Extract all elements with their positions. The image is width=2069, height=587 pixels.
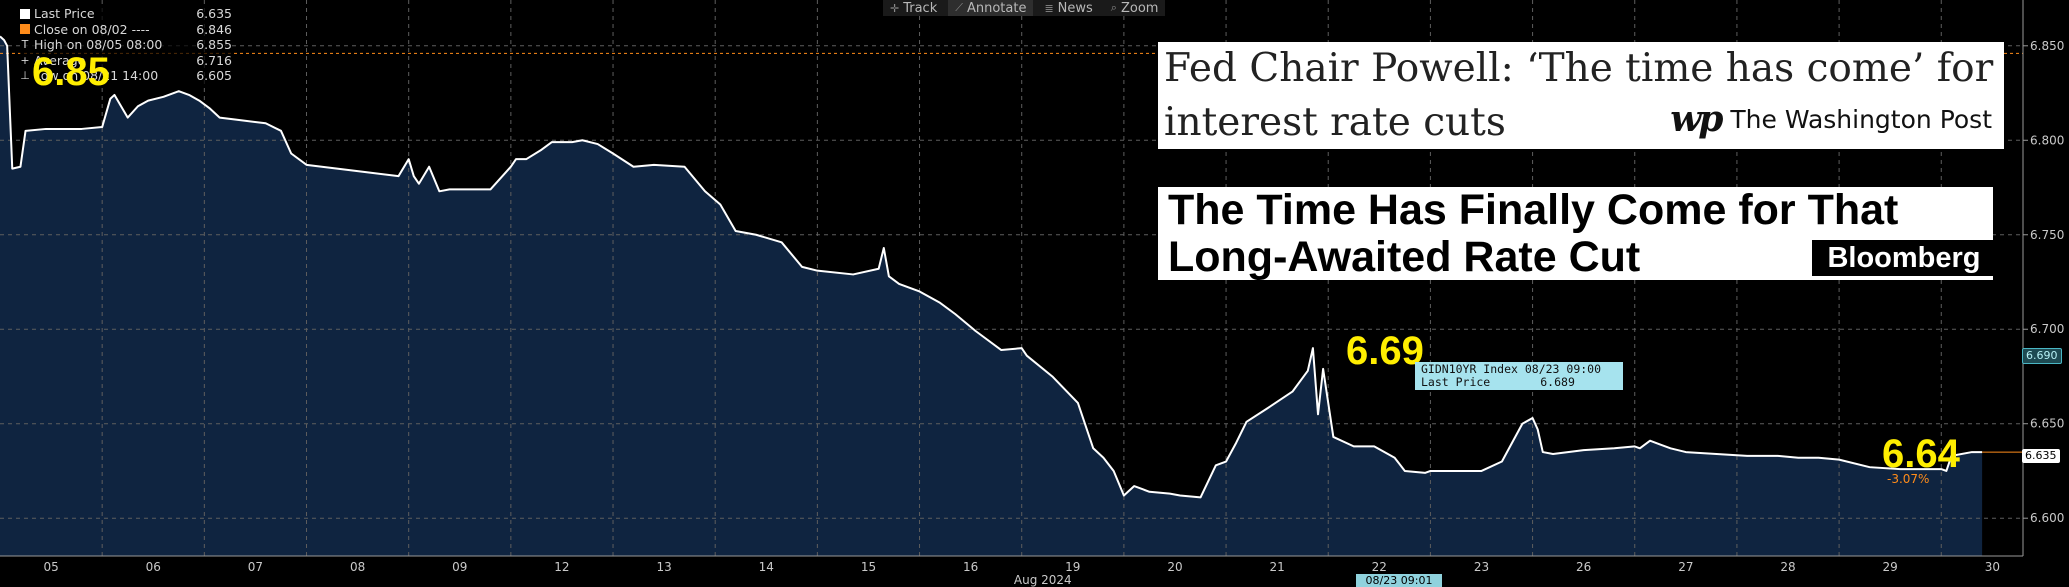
price-area-fill xyxy=(0,36,1983,556)
legend-label: High on 08/05 08:00 xyxy=(34,37,163,52)
x-tick-label: 08 xyxy=(350,560,365,574)
news-icon: ≣ xyxy=(1044,1,1054,15)
legend-row-low[interactable]: ⊥ Low on 08/21 14:00 6.605 xyxy=(20,68,232,84)
high-marker-icon: T xyxy=(21,38,29,51)
x-tick-label: 16 xyxy=(963,560,978,574)
x-tick-label: 26 xyxy=(1576,560,1591,574)
wapo-source: The Washington Post xyxy=(1730,104,1992,134)
change-percent: -3.07% xyxy=(1887,472,1930,486)
x-tick-label: 28 xyxy=(1780,560,1795,574)
x-tick-label: 15 xyxy=(861,560,876,574)
x-tick-label: 30 xyxy=(1985,560,2000,574)
bloomberg-source: Bloomberg xyxy=(1812,240,1996,276)
pencil-icon: ⟋ xyxy=(955,1,963,14)
callout-peak: 6.69 xyxy=(1346,329,1424,373)
track-button[interactable]: ✛ Track xyxy=(883,0,944,16)
y-tick-label: 6.700 xyxy=(2030,322,2064,336)
legend-row-last-price[interactable]: Last Price 6.635 xyxy=(20,6,232,22)
washington-post-headline: Fed Chair Powell: ‘The time has come’ fo… xyxy=(1158,42,2004,149)
legend-value: 6.716 xyxy=(196,52,232,68)
y-tick-label: 6.650 xyxy=(2030,417,2064,431)
legend-value: 6.605 xyxy=(196,68,232,83)
x-tick-label: 05 xyxy=(43,560,58,574)
zoom-button[interactable]: ⌕ Zoom xyxy=(1104,0,1166,16)
legend-value: 6.846 xyxy=(196,21,232,37)
wapo-headline-text: Fed Chair Powell: ‘The time has come’ fo… xyxy=(1164,46,1994,145)
y-tick-label: 6.750 xyxy=(2030,228,2064,242)
x-axis-month-label: Aug 2024 xyxy=(1014,573,1072,587)
annotate-label: Annotate xyxy=(966,0,1027,16)
x-tick-label: 20 xyxy=(1167,560,1182,574)
callout-start: 6.85 xyxy=(32,50,110,94)
price-line xyxy=(0,35,1983,499)
x-tick-label: 27 xyxy=(1678,560,1693,574)
tooltip-title: GIDN10YR Index 08/23 09:00 xyxy=(1421,362,1602,376)
x-tick-label: 29 xyxy=(1883,560,1898,574)
callout-end: 6.64 xyxy=(1882,432,1960,476)
hover-tooltip: GIDN10YR Index 08/23 09:00 Last Price 6.… xyxy=(1415,362,1623,390)
legend-row-close[interactable]: Close on 08/02 ---- 6.846 xyxy=(20,22,232,38)
legend-swatch-close xyxy=(20,24,30,35)
x-tick-label: 14 xyxy=(759,560,774,574)
track-label: Track xyxy=(903,0,938,16)
zoom-label: Zoom xyxy=(1120,0,1159,16)
legend-row-average[interactable]: + Average 6.716 xyxy=(20,53,232,69)
legend-label: Average xyxy=(34,52,86,68)
wapo-logo-icon: wp xyxy=(1670,98,1723,140)
legend-label: Low on 08/21 14:00 xyxy=(34,68,159,83)
news-label: News xyxy=(1057,0,1093,16)
bloomberg-headline-text: The Time Has Finally Come for That Long-… xyxy=(1168,186,1899,281)
chart-legend: Last Price 6.635 Close on 08/02 ---- 6.8… xyxy=(20,6,232,84)
x-tick-label: 23 xyxy=(1474,560,1489,574)
x-tick-label: 21 xyxy=(1270,560,1285,574)
annotate-button[interactable]: ⟋ Annotate xyxy=(948,0,1034,16)
legend-row-high[interactable]: T High on 08/05 08:00 6.855 xyxy=(20,37,232,53)
chart-toolbar: ✛ Track ⟋ Annotate ≣ News ⌕ Zoom xyxy=(883,0,1166,16)
magnifier-icon: ⌕ xyxy=(1110,1,1117,14)
x-tick-label: 09 xyxy=(452,560,467,574)
last-price-tag: 6.635 xyxy=(2022,449,2060,463)
x-tick-label: 19 xyxy=(1065,560,1080,574)
x-tick-label: 12 xyxy=(554,560,569,574)
crosshair-date-flag: 08/23 09:01 xyxy=(1356,574,1442,587)
legend-value: 6.855 xyxy=(196,37,232,52)
legend-label: Last Price xyxy=(34,6,95,21)
crosshair-icon: ✛ xyxy=(890,1,900,15)
x-tick-label: 06 xyxy=(146,560,161,574)
legend-label: Close on 08/02 ---- xyxy=(34,21,150,37)
legend-swatch-last-price xyxy=(20,8,30,19)
tooltip-label: Last Price xyxy=(1421,375,1491,389)
average-marker-icon: + xyxy=(20,53,30,67)
x-tick-label: 22 xyxy=(1372,560,1387,574)
news-button[interactable]: ≣ News xyxy=(1037,0,1099,16)
y-tick-label: 6.600 xyxy=(2030,511,2064,525)
y-tick-label: 6.850 xyxy=(2030,39,2064,53)
legend-value: 6.635 xyxy=(196,6,232,21)
tooltip-value: 6.689 xyxy=(1540,375,1575,389)
wapo-brand: wp The Washington Post xyxy=(1670,98,1992,140)
low-marker-icon: ⊥ xyxy=(20,69,30,82)
crosshair-price-tag: 6.690 xyxy=(2022,348,2062,364)
x-tick-label: 07 xyxy=(248,560,263,574)
y-tick-label: 6.800 xyxy=(2030,133,2064,147)
x-tick-label: 13 xyxy=(656,560,671,574)
